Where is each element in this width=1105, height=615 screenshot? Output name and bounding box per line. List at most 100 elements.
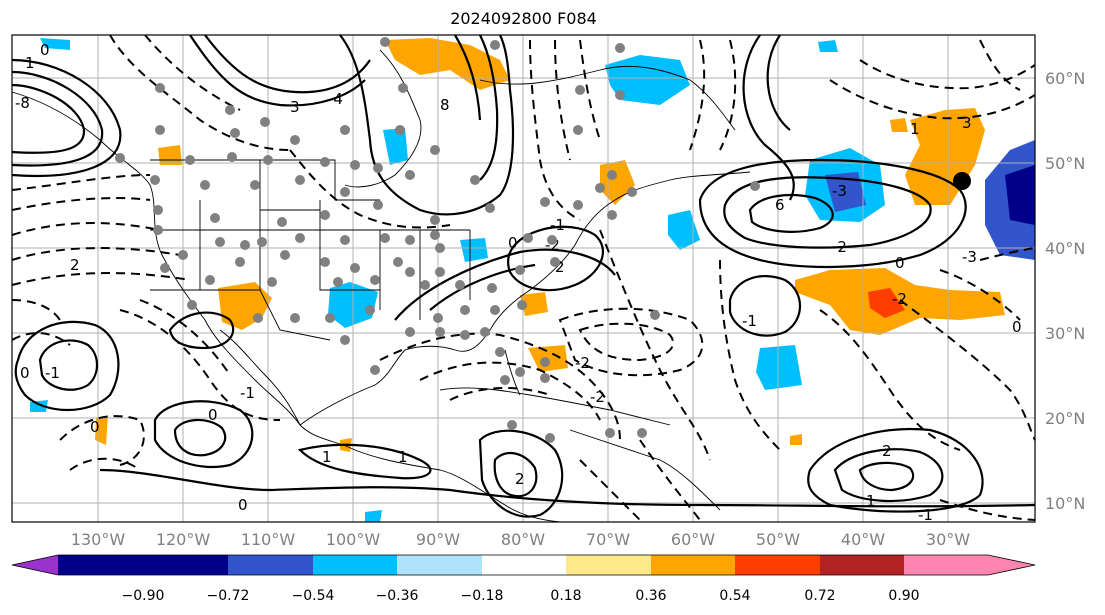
contour-label: -2	[892, 290, 907, 308]
lon-tick: 130°W	[71, 530, 126, 549]
cyan-shade-nw	[40, 38, 70, 50]
contour-label: -8	[15, 94, 30, 112]
colorbar-cell	[651, 555, 735, 575]
colorbar-cell	[820, 555, 904, 575]
lon-tick: 110°W	[241, 530, 296, 549]
contour-label: 8	[440, 96, 450, 114]
coastlines	[11, 49, 751, 523]
lon-tick: 100°W	[326, 530, 381, 549]
lon-tick: 50°W	[756, 530, 800, 549]
contour-label: 3	[290, 98, 300, 116]
colorbar-tick: 0.54	[719, 588, 750, 604]
cyan-shade-labrador	[605, 55, 690, 105]
red-shade-subtropical	[868, 288, 905, 318]
contour-label: -2	[590, 388, 605, 406]
contour-label: 2	[515, 470, 525, 488]
colorbar-tick: −0.54	[292, 588, 335, 604]
station-dots	[115, 37, 760, 443]
cyan-shade-atlantic	[668, 210, 700, 250]
contour-label: 0	[40, 41, 50, 59]
cyan-shade-south	[365, 510, 382, 522]
lon-tick: 120°W	[156, 530, 211, 549]
colorbar-tick: −0.18	[461, 588, 504, 604]
colorbar-cell	[566, 555, 651, 575]
lon-tick: 60°W	[671, 530, 715, 549]
colorbar-tick: 0.72	[804, 588, 835, 604]
map-frame	[11, 34, 1036, 523]
contour-label: 1	[25, 54, 35, 72]
storm-center-marker	[953, 172, 971, 190]
contour-label: 0	[1012, 318, 1022, 336]
contour-label: -3	[832, 182, 847, 200]
orange-shade-pacific-nw	[158, 145, 182, 165]
navy-shade-east-edge	[1005, 165, 1035, 225]
contour-label: 0	[20, 364, 30, 382]
colorbar-tick: 0.18	[550, 588, 581, 604]
colorbar-cell	[482, 555, 566, 575]
orange-shade-carolina	[520, 292, 548, 316]
contour-label: -2	[832, 238, 847, 256]
solid-contours	[11, 34, 1036, 518]
contour-label: -1	[240, 384, 255, 402]
cyan-shade-north-atl	[818, 40, 838, 52]
contour-label: 1	[398, 448, 408, 466]
contour-label: -3	[962, 248, 977, 266]
colorbar-cell	[228, 555, 313, 575]
colorbar-cell	[12, 555, 58, 575]
colorbar	[11, 554, 1036, 576]
shaded-anomalies	[30, 38, 1035, 522]
contour-label: 2	[555, 258, 565, 276]
lat-tick: 10°N	[1045, 494, 1085, 513]
lat-tick: 60°N	[1045, 69, 1085, 88]
contour-label: 0	[508, 234, 518, 252]
dashed-contours	[11, 34, 1036, 521]
cyan-shade-central-atl	[756, 345, 802, 390]
colorbar-cell	[313, 555, 397, 575]
lon-tick: 80°W	[501, 530, 545, 549]
colorbar-tick: −0.90	[122, 588, 165, 604]
colorbar-tick: −0.36	[376, 588, 419, 604]
contour-label: -2	[575, 354, 590, 372]
contour-label: 0	[895, 254, 905, 272]
colorbar-labels: −0.90 −0.72 −0.54 −0.36 −0.18 0.18 0.36 …	[122, 588, 920, 604]
lon-tick: 30°W	[926, 530, 970, 549]
contour-label: -4	[328, 90, 343, 108]
lat-tick: 40°N	[1045, 239, 1085, 258]
cyan-shade-ohio	[460, 238, 488, 262]
colorbar-tick: 0.36	[635, 588, 666, 604]
lon-tick: 90°W	[416, 530, 460, 549]
lon-tick: 40°W	[841, 530, 885, 549]
lat-tick: 30°N	[1045, 324, 1085, 343]
contour-label: 6	[775, 196, 785, 214]
colorbar-outline	[11, 554, 1036, 576]
contour-label: -1	[918, 506, 933, 524]
contour-label: 1	[322, 448, 332, 466]
colorbar-cell	[735, 555, 820, 575]
contour-label: -1	[45, 364, 60, 382]
blue-shade-mid-atl	[825, 172, 866, 212]
contour-label: 0	[238, 496, 248, 514]
lat-tick: 50°N	[1045, 154, 1085, 173]
orange-shade-canada	[385, 38, 510, 90]
contour-label: 2	[70, 256, 80, 274]
colorbar-cell	[397, 555, 482, 575]
cyan-shade-hudson	[383, 128, 408, 165]
colorbar-cell	[58, 555, 143, 575]
contour-label: -1	[742, 312, 757, 330]
contour-label: 0	[90, 418, 100, 436]
colorbar-tick: −0.72	[207, 588, 250, 604]
chart-title: 2024092800 F084	[450, 9, 597, 28]
orange-shade-subtropical	[795, 268, 1005, 335]
contour-label: 1	[866, 492, 876, 510]
lat-tick: 20°N	[1045, 409, 1085, 428]
contour-label: 2	[882, 442, 892, 460]
contour-label: 1	[910, 120, 920, 138]
contour-label: 0	[208, 406, 218, 424]
colorbar-cell	[143, 555, 228, 575]
lat-tick-labels: 60°N 50°N 40°N 30°N 20°N 10°N	[1045, 69, 1085, 513]
colorbar-tick: 0.90	[888, 588, 919, 604]
orange-shade-tropics	[790, 434, 802, 445]
lat-lon-grid	[12, 35, 1035, 522]
contour-label: 3	[962, 114, 972, 132]
